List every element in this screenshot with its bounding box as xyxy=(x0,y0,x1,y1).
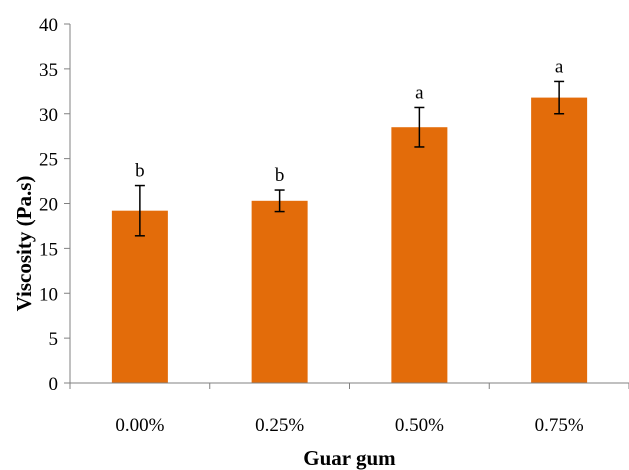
y-tick-label: 35 xyxy=(39,60,58,81)
y-tick-label: 30 xyxy=(39,105,58,126)
bar xyxy=(391,127,448,384)
x-axis-title: Guar gum xyxy=(303,446,396,470)
bar xyxy=(531,97,588,383)
bar xyxy=(251,200,308,383)
bars xyxy=(111,97,588,384)
x-tick-label: 0.25% xyxy=(255,415,304,436)
significance-label: b xyxy=(275,165,285,186)
y-tick-label: 0 xyxy=(49,374,59,395)
y-tick-label: 25 xyxy=(39,150,58,171)
significance-label: a xyxy=(555,56,564,77)
x-tick-label: 0.00% xyxy=(115,415,164,436)
error-bars xyxy=(134,80,565,237)
bar xyxy=(111,210,168,383)
x-tick-label: 0.50% xyxy=(395,415,444,436)
y-tick-label: 15 xyxy=(39,239,58,260)
significance-label: b xyxy=(135,161,145,182)
y-axis-ticks: 0 5 10 15 20 25 30 35 40 xyxy=(39,15,70,395)
x-tick-label: 0.75% xyxy=(535,415,584,436)
y-tick-label: 10 xyxy=(39,284,58,305)
y-axis-title: Viscosity (Pa.s) xyxy=(12,176,36,312)
y-tick-label: 20 xyxy=(39,195,58,216)
significance-labels: b b a a xyxy=(135,56,564,186)
y-tick-label: 40 xyxy=(39,15,58,36)
x-axis-ticks: 0.00% 0.25% 0.50% 0.75% xyxy=(69,383,629,436)
y-tick-label: 5 xyxy=(49,329,59,350)
significance-label: a xyxy=(415,82,424,103)
